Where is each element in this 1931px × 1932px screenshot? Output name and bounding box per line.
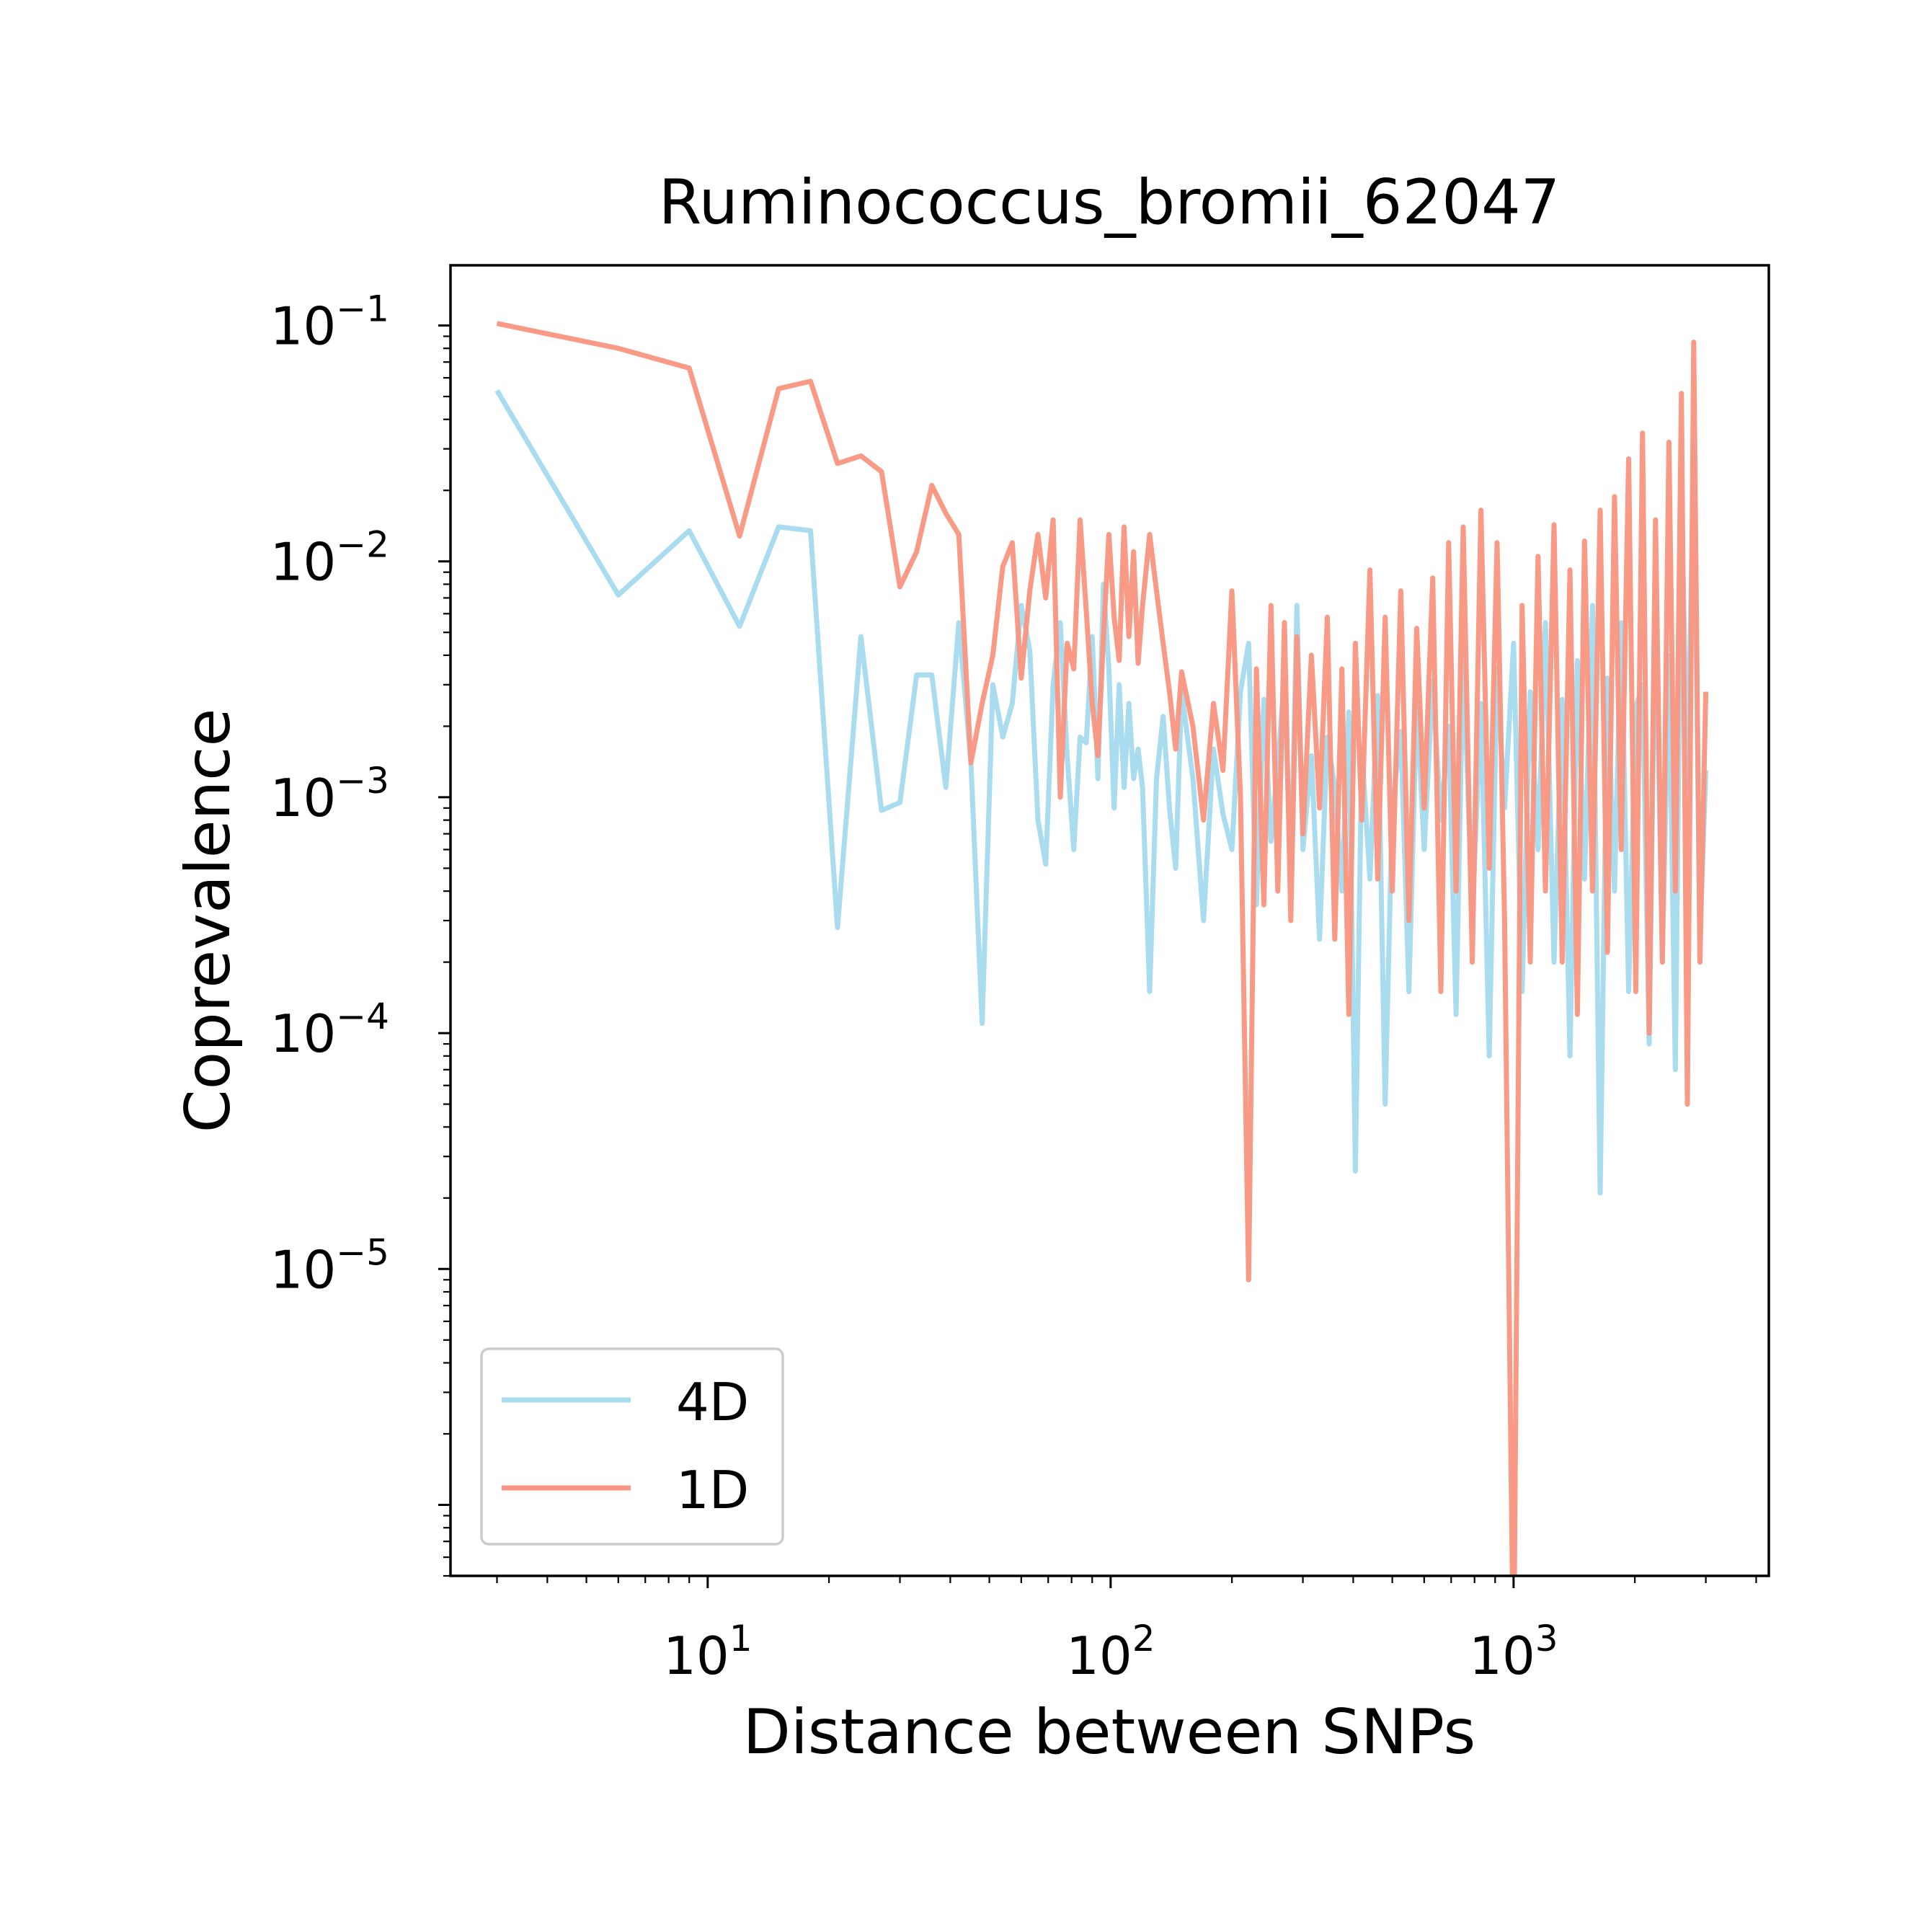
series-line-1d: [496, 321, 1709, 1576]
x-axis-ticks: 101 102 103: [496, 1576, 1757, 1686]
chart-title: Ruminococcus_bromii_62047: [659, 167, 1561, 239]
y-tick-label: 10−4: [270, 996, 389, 1064]
series-layer: [494, 321, 1709, 1576]
y-tick-label: 10−2: [270, 524, 389, 593]
y-tick-label: 10−1: [270, 288, 389, 357]
y-axis-ticks: 10−1 10−2 10−3 10−4 10−5: [270, 288, 450, 1577]
legend-label-1d: 1D: [676, 1460, 749, 1520]
x-axis-label: Distance between SNPs: [743, 1696, 1476, 1768]
x-tick-label: 101: [663, 1618, 752, 1686]
y-axis-label: Coprevalence: [172, 709, 244, 1133]
legend-label-4d: 4D: [676, 1372, 749, 1432]
y-tick-label: 10−3: [270, 760, 389, 828]
x-tick-label: 102: [1066, 1618, 1155, 1686]
y-tick-label: 10−5: [270, 1231, 389, 1300]
legend: 4D 1D: [480, 1347, 784, 1546]
x-tick-label: 103: [1469, 1618, 1558, 1686]
